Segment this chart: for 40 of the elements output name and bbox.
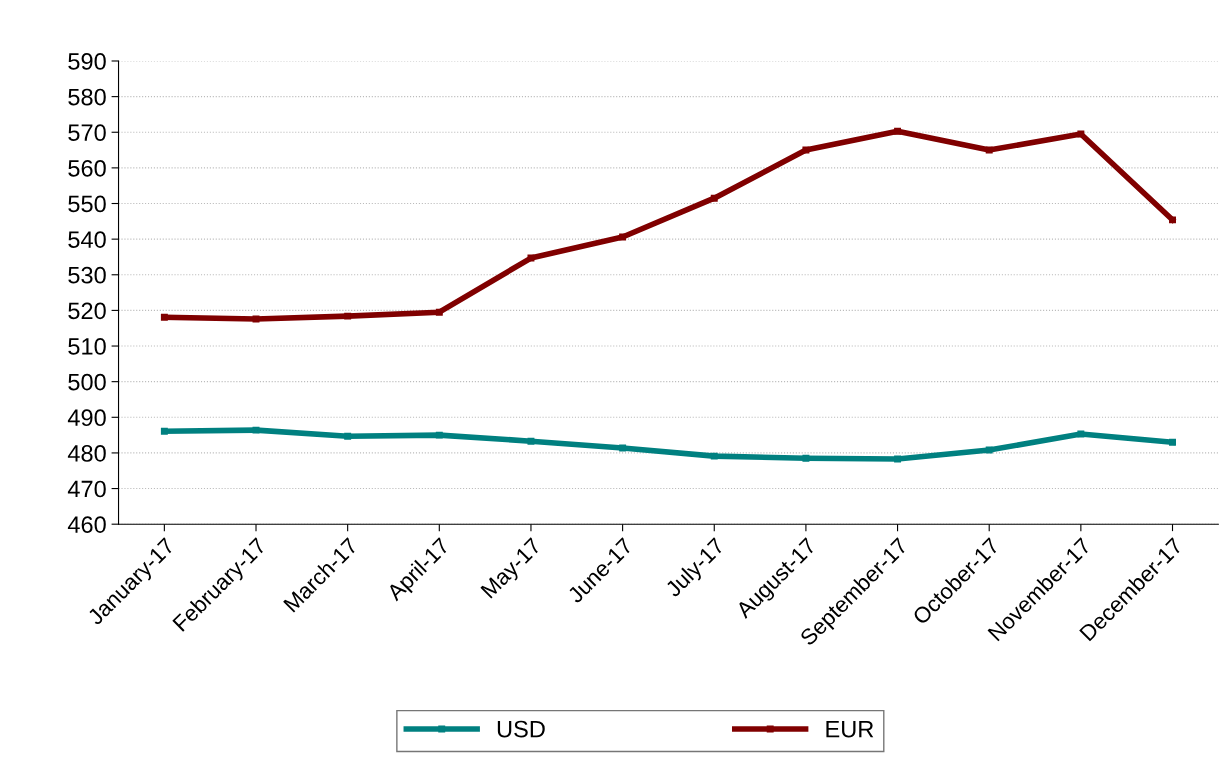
point: [1077, 430, 1085, 438]
point: [344, 432, 352, 440]
point: [802, 146, 810, 154]
point: [527, 254, 535, 262]
y-tick-label: 510: [68, 338, 106, 355]
point: [252, 426, 260, 434]
y-tick-label: 520: [68, 302, 106, 320]
point: [1077, 130, 1085, 138]
y-tick-label: 480: [67, 444, 106, 462]
y-tick-label: 460: [67, 516, 106, 533]
y-tick-label: 570: [68, 124, 106, 142]
point: [802, 454, 810, 462]
y-tick-label: 580: [68, 88, 106, 106]
point: [710, 194, 718, 202]
legend-label: USD: [497, 720, 545, 738]
y-tick-label: 490: [67, 409, 106, 427]
point: [710, 452, 718, 460]
point: [894, 127, 902, 135]
y-tick-label: 550: [68, 195, 106, 213]
point: [160, 313, 168, 321]
point: [985, 146, 993, 154]
y-tick-label: 470: [67, 480, 106, 498]
point: [619, 233, 627, 241]
y-tick-label: 500: [68, 373, 106, 391]
y-tick-label: 560: [68, 159, 106, 177]
y-tick-label: 530: [68, 266, 106, 284]
point: [894, 455, 902, 463]
y-tick-label: 540: [68, 231, 106, 248]
point: [435, 431, 443, 439]
point: [527, 437, 535, 445]
point: [1169, 438, 1176, 446]
y-tick-label: 590: [68, 53, 106, 70]
point: [985, 446, 993, 454]
point: [1169, 216, 1176, 224]
point: [344, 312, 352, 320]
legend-label: EUR: [826, 720, 874, 738]
point: [160, 427, 168, 435]
point: [619, 444, 627, 452]
point: [252, 315, 260, 323]
point: [435, 308, 443, 316]
